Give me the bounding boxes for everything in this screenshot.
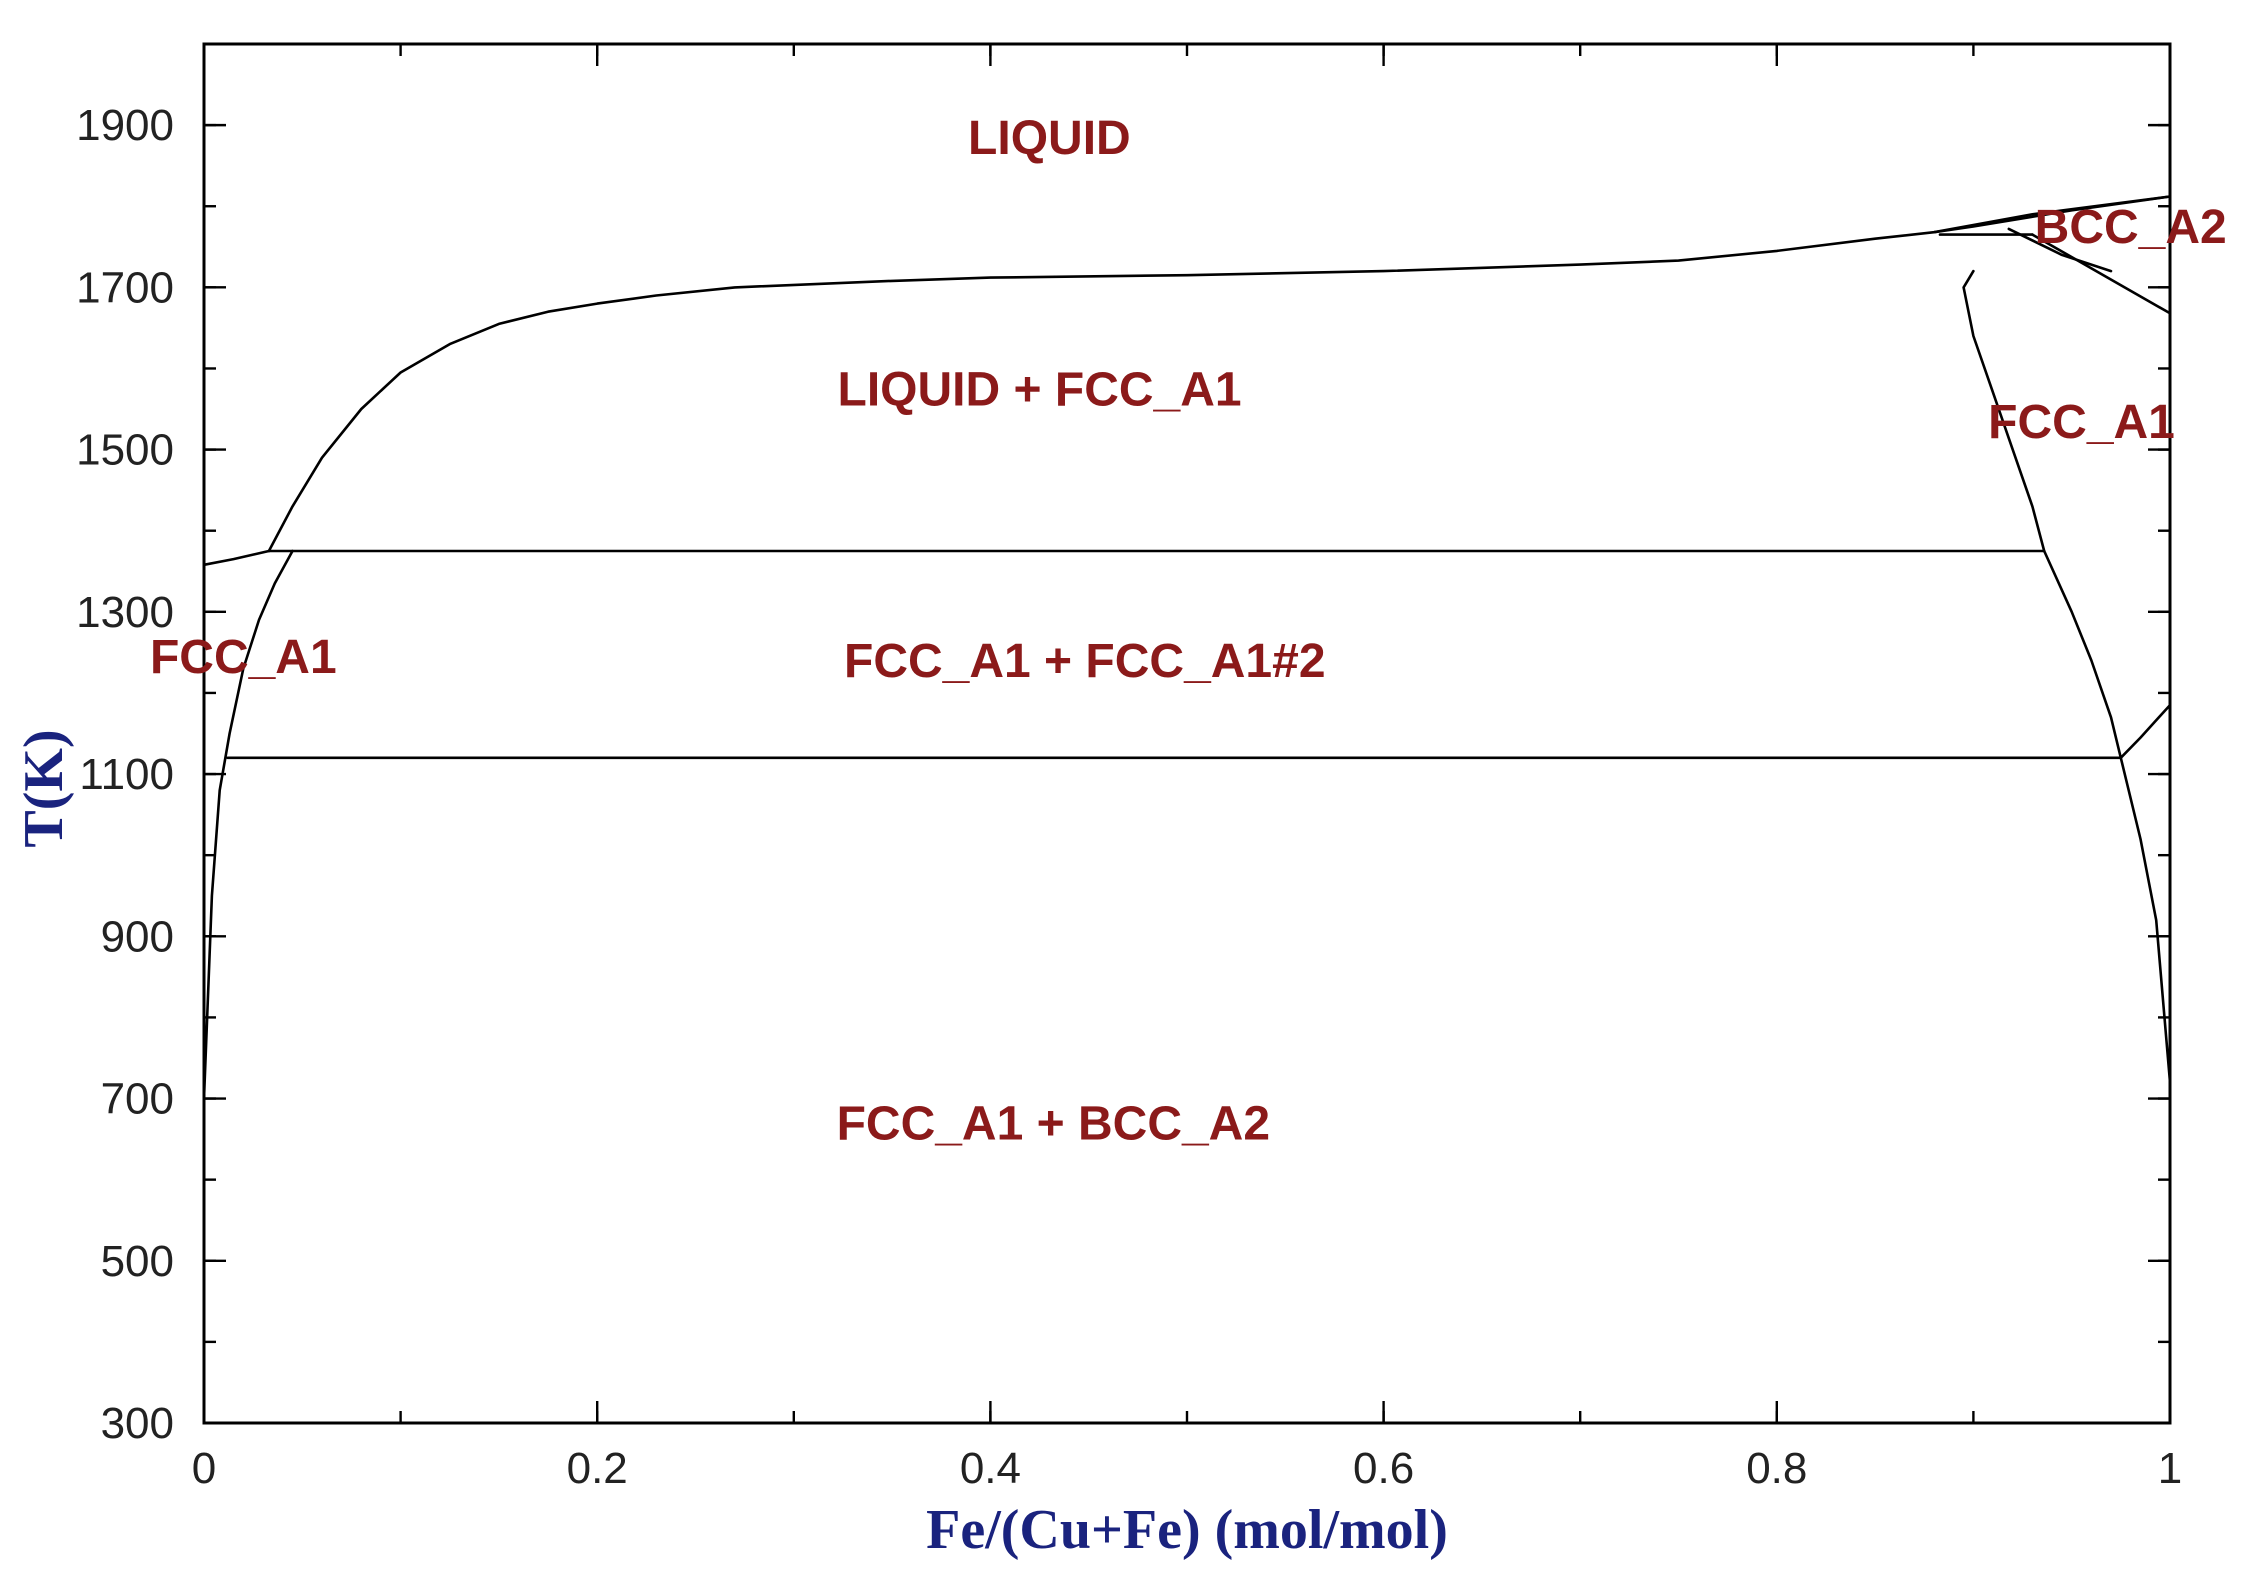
- region-label: LIQUID + FCC_A1: [838, 363, 1242, 416]
- y-tick-labels: 300 500 700 900 1100 1300 1500 1700 1900: [76, 101, 174, 1448]
- x-tick-label: 1: [2158, 1444, 2182, 1493]
- region-label: LIQUID: [968, 112, 1131, 165]
- y-tick-label: 1500: [76, 426, 174, 475]
- y-tick-label: 300: [101, 1399, 174, 1448]
- y-tick-label: 1900: [76, 101, 174, 150]
- phase-boundary-liquidus: [267, 195, 2172, 553]
- region-label: FCC_A1 + BCC_A2: [837, 1098, 1270, 1151]
- x-tick-labels: 0 0.2 0.4 0.6 0.8 1: [192, 1444, 2182, 1493]
- x-axis-title: Fe/(Cu+Fe) (mol/mol): [926, 1499, 1448, 1561]
- phase-boundary-delta-liquidus: [1932, 195, 2172, 234]
- region-label: FCC_A1: [1988, 396, 2175, 449]
- region-label: FCC_A1: [150, 631, 337, 684]
- x-tick-label: 0.4: [960, 1444, 1021, 1493]
- major-ticks: [202, 44, 2172, 1425]
- phase-boundary-fcc-fe-solvus-left: [1962, 269, 2046, 553]
- x-tick-label: 0.2: [567, 1444, 628, 1493]
- phase-boundary-bcc-fe-solvus: [2119, 756, 2172, 1084]
- phase-boundary-fcc-cu-solvus: [202, 549, 294, 1100]
- phase-boundary-fcc-cu-solidus: [202, 549, 271, 567]
- x-tick-label: 0.8: [1746, 1444, 1807, 1493]
- y-tick-label: 700: [101, 1075, 174, 1124]
- y-tick-label: 1700: [76, 263, 174, 312]
- x-tick-label: 0: [192, 1444, 216, 1493]
- phase-boundaries: [202, 195, 2172, 1100]
- x-tick-label: 0.6: [1353, 1444, 1414, 1493]
- phase-boundary-fcc-fe-lower-left: [2042, 549, 2123, 760]
- y-tick-label: 1300: [76, 588, 174, 637]
- region-label: FCC_A1 + FCC_A1#2: [844, 635, 1326, 688]
- phase-boundary-delta-lower-boundary: [2031, 233, 2172, 315]
- phase-boundary-delta-inner-boundary: [2007, 227, 2113, 273]
- phase-region-labels: LIQUID LIQUID + FCC_A1 BCC_A2 FCC_A1 FCC_A1 F…: [150, 112, 2227, 1151]
- y-tick-label: 500: [101, 1237, 174, 1286]
- y-tick-label: 1100: [79, 750, 174, 799]
- y-axis-title: T(K): [13, 729, 75, 847]
- phase-boundary-fcc-fe-to-bcc-1120: [2119, 703, 2172, 760]
- y-tick-label: 900: [101, 912, 174, 961]
- region-label: BCC_A2: [2035, 201, 2227, 254]
